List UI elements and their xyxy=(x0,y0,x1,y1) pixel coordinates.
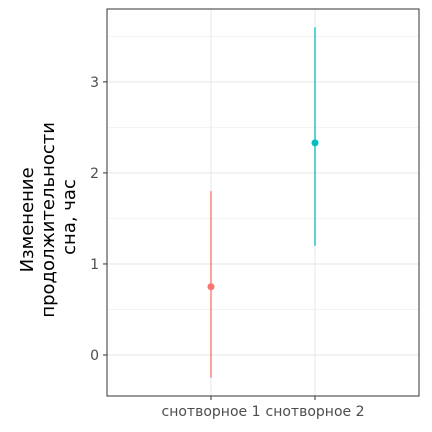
grid-minor xyxy=(107,35,419,310)
x-axis-ticks: снотворное 1 снотворное 2 xyxy=(162,396,365,420)
x-tick-label: снотворное 1 xyxy=(162,404,261,420)
y-axis-title: Изменение продолжительности сна, час xyxy=(17,116,80,317)
x-tick-label: снотворное 2 xyxy=(266,404,365,420)
data-point xyxy=(207,283,215,291)
y-tick-label: 3 xyxy=(90,75,99,91)
y-axis-title-line-1: Изменение xyxy=(17,167,38,272)
data-point xyxy=(311,139,319,147)
y-axis-title-line-3: сна, час xyxy=(59,179,80,255)
y-axis-ticks: 0 1 2 3 xyxy=(90,75,107,364)
chart-marks xyxy=(207,27,319,378)
panel-border xyxy=(106,8,420,397)
y-tick-label: 1 xyxy=(90,257,99,273)
y-axis-title-line-2: продолжительности xyxy=(38,122,59,318)
y-tick-label: 0 xyxy=(90,348,99,364)
y-tick-label: 2 xyxy=(90,166,99,182)
